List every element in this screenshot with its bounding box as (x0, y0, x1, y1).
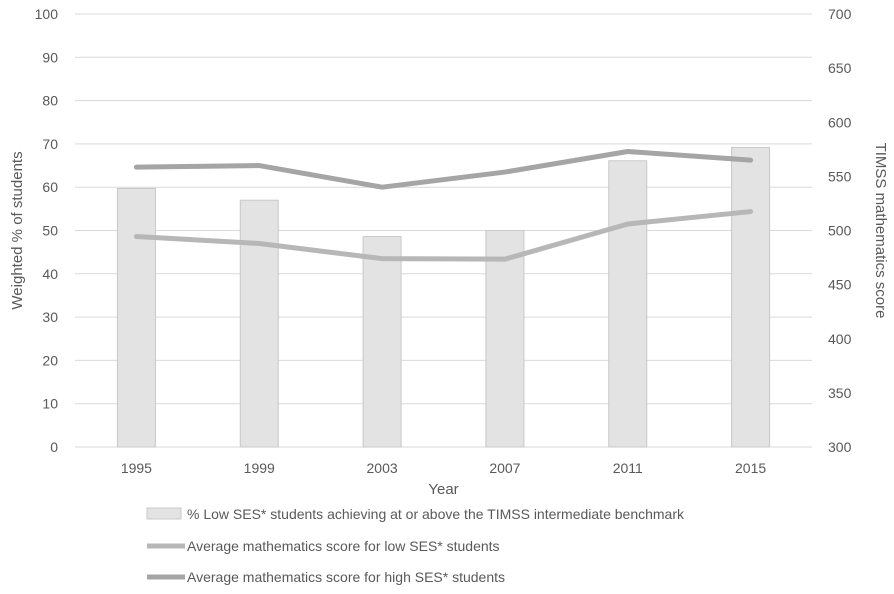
y-left-tick-label: 100 (35, 6, 59, 22)
x-tick-label: 1999 (244, 460, 275, 476)
y-axis-left-title: Weighted % of students (9, 151, 26, 309)
axes: 0 10 20 30 40 50 60 70 80 90 100 300 350 400 450 500 550… (35, 6, 852, 476)
y-right-tick-label: 400 (828, 331, 852, 347)
y-left-tick-label: 10 (42, 396, 58, 412)
y-left-tick-label: 90 (42, 49, 58, 65)
bar (731, 146, 771, 448)
y-right-tick-label: 650 (828, 60, 852, 76)
y-left-tick-label: 60 (42, 179, 58, 195)
x-axis-title: Year (428, 481, 458, 498)
bar-series (116, 146, 771, 448)
line-series (133, 148, 754, 262)
x-tick-label: 2011 (613, 460, 643, 476)
legend-swatch-bar (146, 507, 182, 520)
y-right-tick-label: 500 (828, 223, 852, 239)
x-tick-label: 1995 (121, 460, 152, 476)
y-right-tick-label: 450 (828, 277, 852, 293)
y-right-tick-label: 700 (828, 6, 852, 22)
y-right-tick-label: 300 (828, 439, 852, 455)
legend-label: Average mathematics score for low SES* s… (187, 538, 500, 554)
y-left-tick-label: 20 (42, 352, 58, 368)
y-right-tick-label: 350 (828, 385, 852, 401)
y-axis-right-title: TIMSS mathematics score (872, 143, 889, 319)
series-line (133, 209, 754, 262)
bar (485, 230, 525, 448)
x-tick-label: 2007 (489, 460, 520, 476)
legend-label: Average mathematics score for high SES* … (187, 569, 505, 585)
bar (608, 160, 648, 448)
bar (362, 236, 402, 448)
y-left-tick-label: 40 (42, 266, 58, 282)
y-left-tick-label: 0 (50, 439, 58, 455)
y-left-tick-label: 50 (42, 223, 58, 239)
y-right-tick-label: 600 (828, 114, 852, 130)
bar (239, 199, 279, 448)
y-right-tick-label: 550 (828, 168, 852, 184)
y-left-tick-label: 30 (42, 309, 58, 325)
legend: % Low SES* students achieving at or abov… (146, 506, 685, 585)
bar (116, 187, 156, 448)
x-tick-label: 2003 (367, 460, 398, 476)
y-left-tick-label: 80 (42, 93, 58, 109)
y-left-tick-label: 70 (42, 136, 58, 152)
series-line (133, 148, 754, 190)
legend-label: % Low SES* students achieving at or abov… (187, 506, 685, 522)
x-tick-label: 2015 (735, 460, 766, 476)
gridlines (75, 13, 812, 448)
